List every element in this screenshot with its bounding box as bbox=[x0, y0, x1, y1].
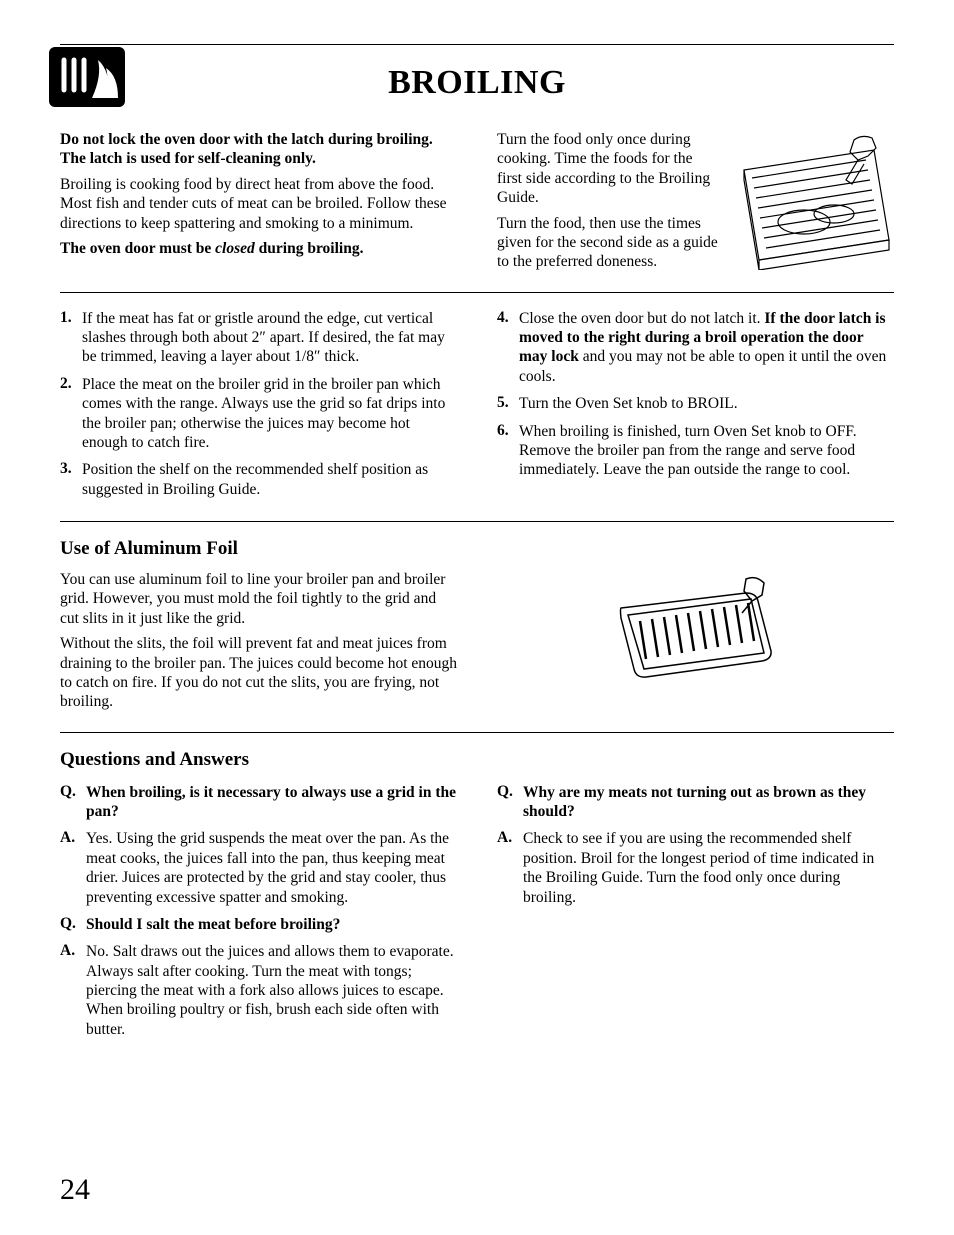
step-item: 2.Place the meat on the broiler grid in … bbox=[60, 375, 457, 453]
qa-left-col: Q.When broiling, is it necessary to alwa… bbox=[60, 783, 457, 1048]
divider-1 bbox=[60, 292, 894, 293]
qa-prefix: Q. bbox=[497, 783, 523, 822]
step-text: If the meat has fat or gristle around th… bbox=[82, 309, 457, 367]
step-text: Turn the Oven Set knob to BROIL. bbox=[519, 394, 894, 413]
step-text: Place the meat on the broiler grid in th… bbox=[82, 375, 457, 453]
door-post: during broiling. bbox=[255, 240, 364, 257]
qa-section: Q.When broiling, is it necessary to alwa… bbox=[60, 783, 894, 1048]
qa-prefix: A. bbox=[60, 942, 86, 1039]
door-em: closed bbox=[215, 240, 255, 257]
qa-prefix: Q. bbox=[60, 915, 86, 934]
page-number: 24 bbox=[60, 1173, 90, 1207]
qa-right-col: Q.Why are my meats not turning out as br… bbox=[497, 783, 894, 1048]
intro-right-p2: Turn the food, then use the times given … bbox=[497, 214, 719, 272]
step-number: 5. bbox=[497, 394, 519, 413]
broiler-pan-slits-illustration bbox=[606, 573, 786, 683]
step-item: 5.Turn the Oven Set knob to BROIL. bbox=[497, 394, 894, 413]
foil-p1: You can use aluminum foil to line your b… bbox=[60, 570, 457, 628]
step-item: 4.Close the oven door but do not latch i… bbox=[497, 309, 894, 387]
qa-body: Check to see if you are using the recomm… bbox=[523, 829, 894, 907]
broiler-pan-hand-illustration bbox=[734, 130, 894, 270]
step-number: 2. bbox=[60, 375, 82, 453]
qa-prefix: A. bbox=[497, 829, 523, 907]
steps-section: 1.If the meat has fat or gristle around … bbox=[60, 309, 894, 507]
step-number: 1. bbox=[60, 309, 82, 367]
qa-body: Why are my meats not turning out as brow… bbox=[523, 783, 894, 822]
qa-body: No. Salt draws out the juices and allows… bbox=[86, 942, 457, 1039]
step-number: 6. bbox=[497, 422, 519, 480]
steps-left-col: 1.If the meat has fat or gristle around … bbox=[60, 309, 457, 507]
intro-section: Do not lock the oven door with the latch… bbox=[60, 130, 894, 278]
intro-right-p1: Turn the food only once during cooking. … bbox=[497, 130, 719, 208]
page-header: BROILING bbox=[60, 42, 894, 102]
step-number: 3. bbox=[60, 460, 82, 499]
intro-left-col: Do not lock the oven door with the latch… bbox=[60, 130, 457, 278]
step-text: When broiling is finished, turn Oven Set… bbox=[519, 422, 894, 480]
step-item: 3.Position the shelf on the recommended … bbox=[60, 460, 457, 499]
steps-right-col: 4.Close the oven door but do not latch i… bbox=[497, 309, 894, 507]
step-text: Close the oven door but do not latch it.… bbox=[519, 309, 894, 387]
door-pre: The oven door must be bbox=[60, 240, 215, 257]
step-number: 4. bbox=[497, 309, 519, 387]
intro-right-col: Turn the food only once during cooking. … bbox=[497, 130, 894, 278]
divider-3 bbox=[60, 732, 894, 733]
step-item: 6.When broiling is finished, turn Oven S… bbox=[497, 422, 894, 480]
qa-item: Q.When broiling, is it necessary to alwa… bbox=[60, 783, 457, 822]
foil-heading: Use of Aluminum Foil bbox=[60, 538, 457, 560]
intro-door-note: The oven door must be closed during broi… bbox=[60, 239, 457, 258]
qa-body: Yes. Using the grid suspends the meat ov… bbox=[86, 829, 457, 907]
qa-heading: Questions and Answers bbox=[60, 749, 894, 771]
qa-prefix: A. bbox=[60, 829, 86, 907]
step-text: Position the shelf on the recommended sh… bbox=[82, 460, 457, 499]
qa-item: Q.Should I salt the meat before broiling… bbox=[60, 915, 457, 934]
qa-body: When broiling, is it necessary to always… bbox=[86, 783, 457, 822]
qa-item: A.No. Salt draws out the juices and allo… bbox=[60, 942, 457, 1039]
intro-desc: Broiling is cooking food by direct heat … bbox=[60, 175, 457, 233]
qa-prefix: Q. bbox=[60, 783, 86, 822]
foil-section: Use of Aluminum Foil You can use aluminu… bbox=[60, 538, 894, 718]
divider-2 bbox=[60, 521, 894, 522]
qa-item: A.Yes. Using the grid suspends the meat … bbox=[60, 829, 457, 907]
qa-item: Q.Why are my meats not turning out as br… bbox=[497, 783, 894, 822]
step-item: 1.If the meat has fat or gristle around … bbox=[60, 309, 457, 367]
page-title: BROILING bbox=[60, 64, 894, 102]
qa-body: Should I salt the meat before broiling? bbox=[86, 915, 457, 934]
foil-p2: Without the slits, the foil will prevent… bbox=[60, 634, 457, 712]
broil-element-icon bbox=[48, 46, 126, 108]
intro-warning: Do not lock the oven door with the latch… bbox=[60, 130, 457, 169]
qa-item: A.Check to see if you are using the reco… bbox=[497, 829, 894, 907]
